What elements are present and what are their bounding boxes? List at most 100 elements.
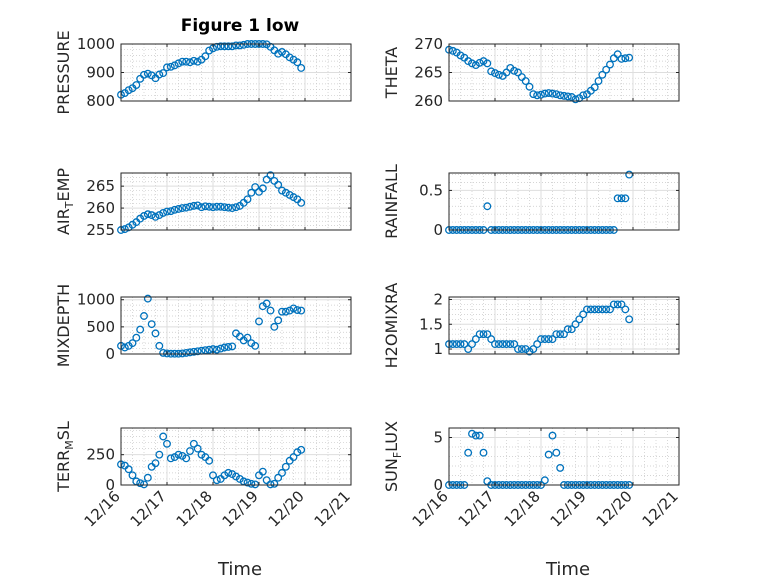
x-axis-label-left: Time (217, 559, 262, 580)
data-point (274, 316, 283, 325)
data-point (560, 91, 568, 100)
data-point (170, 205, 179, 214)
data-point (258, 467, 267, 476)
data-point (251, 480, 260, 489)
data-point (120, 225, 129, 234)
data-point (166, 454, 175, 463)
data-point (220, 42, 229, 51)
data-point (540, 335, 549, 344)
data-point (498, 340, 507, 349)
x-tick-label: 12/19 (547, 487, 590, 530)
data-point (617, 194, 626, 203)
data-series (445, 300, 634, 356)
data-point (266, 306, 275, 315)
data-point (262, 299, 271, 308)
y-tick-label: 0.5 (419, 181, 443, 199)
y-tick-label: 2 (433, 290, 443, 308)
data-point (166, 62, 175, 71)
data-point (147, 211, 156, 220)
data-point (567, 325, 576, 334)
data-point (293, 306, 302, 314)
data-point (136, 325, 145, 334)
data-point (456, 340, 465, 349)
data-point (563, 92, 572, 101)
data-point (197, 203, 206, 212)
data-point (155, 211, 164, 220)
data-point (182, 203, 191, 212)
data-point (289, 453, 298, 462)
data-point (189, 347, 198, 356)
data-point (266, 480, 275, 489)
data-point (613, 50, 622, 59)
axes-box (448, 296, 680, 355)
y-axis-label: THETA (382, 47, 401, 99)
data-point (174, 450, 183, 459)
data-point (159, 432, 168, 441)
y-tick-label: 5 (433, 429, 443, 447)
data-point (166, 207, 175, 216)
minor-grid (121, 297, 351, 354)
data-point (471, 335, 480, 344)
tick-marks (448, 43, 680, 102)
data-point (235, 41, 244, 50)
data-point (243, 333, 252, 342)
data-point (494, 70, 503, 79)
axes-box (448, 427, 680, 486)
y-axis-label: H2OMIXRA (382, 283, 401, 369)
data-point (468, 59, 476, 68)
data-point (560, 330, 568, 339)
data-point (278, 468, 286, 477)
data-point (548, 335, 557, 344)
data-point (613, 300, 622, 309)
data-point (132, 81, 141, 89)
y-tick-label: 250 (86, 446, 115, 464)
y-tick-label: 0 (105, 345, 115, 363)
data-point (224, 42, 233, 51)
data-point (143, 294, 152, 303)
data-point (479, 330, 488, 339)
y-tick-label: 1 (433, 340, 443, 358)
data-point (140, 480, 148, 489)
data-point (552, 90, 561, 99)
data-point (205, 456, 214, 465)
data-point (460, 340, 469, 349)
data-point (163, 439, 171, 448)
y-axis-label: RAINFALL (382, 164, 401, 239)
data-point (186, 348, 194, 357)
tick-marks (120, 297, 352, 355)
data-point (182, 348, 191, 357)
data-point (579, 91, 588, 100)
data-point (140, 70, 148, 79)
y-tick-label: 1000 (77, 291, 115, 309)
y-tick-label: 255 (86, 221, 115, 239)
data-point (193, 347, 202, 356)
data-point (178, 57, 187, 66)
data-point (258, 184, 267, 193)
data-point (598, 305, 607, 314)
data-point (151, 459, 160, 468)
data-point (494, 340, 503, 349)
data-point (193, 444, 202, 453)
data-point (517, 345, 526, 353)
x-tick-label: 12/21 (311, 487, 354, 530)
data-point (189, 439, 198, 448)
data-point (468, 340, 476, 349)
data-point (502, 340, 511, 349)
data-point (228, 42, 237, 51)
data-point (216, 42, 225, 51)
tick-marks (120, 173, 352, 231)
y-tick-label: 260 (414, 92, 443, 110)
y-axis-label: AIRTEMP (54, 168, 76, 235)
data-point (297, 445, 306, 454)
data-point (617, 54, 626, 63)
data-point (239, 40, 248, 49)
subplot-8: 0 5 12/16 12/17 12/18 12/19 12/20 12/21 SUNFLUX (382, 421, 682, 531)
data-point (602, 65, 611, 74)
data-point (132, 333, 141, 342)
data-point (205, 345, 214, 354)
data-point (556, 463, 565, 472)
data-point (266, 171, 275, 180)
data-point (579, 310, 588, 319)
data-point (594, 305, 603, 314)
